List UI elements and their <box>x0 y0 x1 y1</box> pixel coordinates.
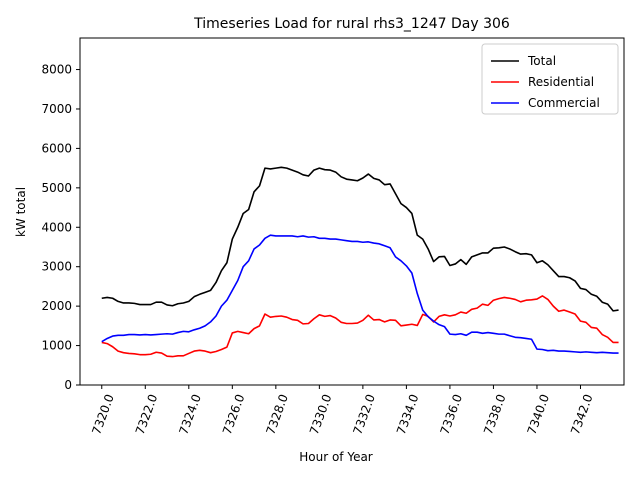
x-tick-label: 7334.0 <box>394 392 422 436</box>
x-tick-label: 7338.0 <box>481 392 509 436</box>
y-tick-label: 8000 <box>41 63 72 77</box>
x-tick-label: 7326.0 <box>220 392 248 436</box>
x-tick-label: 7324.0 <box>176 392 204 436</box>
y-tick-label: 4000 <box>41 220 72 234</box>
series-line-residential <box>101 295 619 358</box>
legend-label-total: Total <box>527 54 556 68</box>
x-axis-title: Hour of Year <box>299 450 373 464</box>
y-axis-ticks: 0 1000 2000 3000 4000 5000 6000 7000 8000 <box>41 63 80 392</box>
x-tick-label: 7342.0 <box>568 392 596 436</box>
plot-area-frame <box>79 37 625 386</box>
y-tick-label: 3000 <box>41 260 72 274</box>
legend: Total Residential Commercial <box>481 43 619 115</box>
x-tick-label: 7320.0 <box>89 392 117 436</box>
y-tick-label: 7000 <box>41 102 72 116</box>
plot-lines <box>101 166 619 358</box>
x-tick-label: 7336.0 <box>437 392 465 436</box>
x-tick-label: 7340.0 <box>525 392 553 436</box>
chart-title: Timeseries Load for rural rhs3_1247 Day … <box>193 16 510 32</box>
legend-label-commercial: Commercial <box>528 96 600 110</box>
y-tick-label: 1000 <box>41 339 72 353</box>
series-line-total <box>101 166 619 312</box>
y-tick-label: 6000 <box>41 141 72 155</box>
y-tick-label: 0 <box>64 378 72 392</box>
x-axis-ticks: 7320.0 7322.0 7324.0 7326.0 7328.0 7330.0 7332… <box>89 385 596 437</box>
y-tick-label: 2000 <box>41 299 72 313</box>
x-tick-label: 7322.0 <box>133 392 161 436</box>
x-tick-label: 7328.0 <box>263 392 291 436</box>
series-line-commercial <box>101 234 619 354</box>
x-tick-label: 7332.0 <box>350 392 378 436</box>
y-axis-title: kW total <box>14 187 28 237</box>
y-tick-label: 5000 <box>41 181 72 195</box>
legend-label-residential: Residential <box>528 75 594 89</box>
x-tick-label: 7330.0 <box>307 392 335 436</box>
